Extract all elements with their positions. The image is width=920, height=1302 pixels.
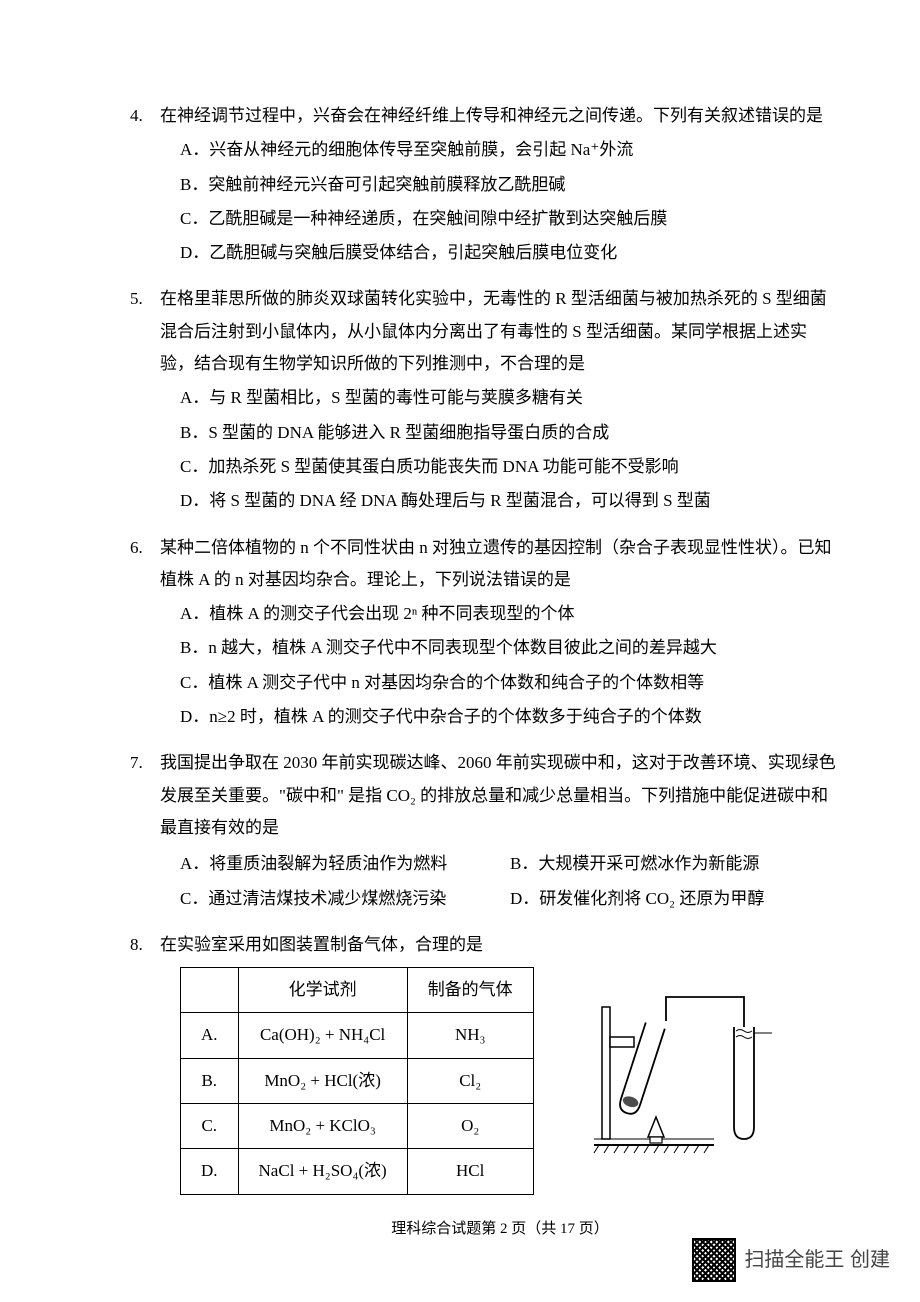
question-7: 7. 我国提出争取在 2030 年前实现碳达峰、2060 年前实现碳中和，这对于… bbox=[160, 747, 840, 914]
table-cell: NaCl + H₂SO₄(浓) bbox=[238, 1149, 407, 1194]
question-6: 6. 某种二倍体植物的 n 个不同性状由 n 对独立遗传的基因控制（杂合子表现显… bbox=[160, 532, 840, 734]
q7-stem: 我国提出争取在 2030 年前实现碳达峰、2060 年前实现碳中和，这对于改善环… bbox=[160, 747, 840, 844]
q7-option-c: C．通过清洁煤技术减少煤燃烧污染 bbox=[180, 883, 510, 915]
table-cell: Cl₂ bbox=[407, 1058, 533, 1103]
q4-option-d: D．乙酰胆碱与突触后膜受体结合，引起突触后膜电位变化 bbox=[180, 237, 840, 269]
q5-stem: 在格里菲思所做的肺炎双球菌转化实验中，无毒性的 R 型活细菌与被加热杀死的 S … bbox=[160, 283, 840, 380]
q6-option-b: B．n 越大，植株 A 测交子代中不同表现型个体数目彼此之间的差异越大 bbox=[180, 632, 840, 664]
table-cell: HCl bbox=[407, 1149, 533, 1194]
table-row: A. Ca(OH)₂ + NH₄Cl NH₃ bbox=[181, 1013, 534, 1058]
q4-option-c: C．乙酰胆碱是一种神经递质，在突触间隙中经扩散到达突触后膜 bbox=[180, 203, 840, 235]
q6-number: 6. bbox=[130, 532, 143, 564]
q5-option-d: D．将 S 型菌的 DNA 经 DNA 酶处理后与 R 型菌混合，可以得到 S … bbox=[180, 485, 840, 517]
table-cell: B. bbox=[181, 1058, 239, 1103]
table-cell: NH₃ bbox=[407, 1013, 533, 1058]
q4-option-b: B．突触前神经元兴奋可引起突触前膜释放乙酰胆碱 bbox=[180, 169, 840, 201]
table-header bbox=[181, 968, 239, 1013]
table-cell: MnO₂ + HCl(浓) bbox=[238, 1058, 407, 1103]
q5-number: 5. bbox=[130, 283, 143, 315]
q4-stem: 在神经调节过程中，兴奋会在神经纤维上传导和神经元之间传递。下列有关叙述错误的是 bbox=[160, 100, 840, 132]
table-row: C. MnO₂ + KClO₃ O₂ bbox=[181, 1104, 534, 1149]
q6-option-d: D．n≥2 时，植株 A 的测交子代中杂合子的个体数多于纯合子的个体数 bbox=[180, 701, 840, 733]
q7-option-b: B．大规模开采可燃冰作为新能源 bbox=[510, 848, 840, 880]
table-cell: A. bbox=[181, 1013, 239, 1058]
q6-option-a: A．植株 A 的测交子代会出现 2ⁿ 种不同表现型的个体 bbox=[180, 598, 840, 630]
table-cell: Ca(OH)₂ + NH₄Cl bbox=[238, 1013, 407, 1058]
scanner-watermark: 扫描全能王 创建 bbox=[692, 1238, 890, 1282]
table-cell: C. bbox=[181, 1104, 239, 1149]
q7-options: A．将重质油裂解为轻质油作为燃料 B．大规模开采可燃冰作为新能源 C．通过清洁煤… bbox=[180, 846, 840, 915]
q8-stem: 在实验室采用如图装置制备气体，合理的是 bbox=[160, 929, 840, 961]
watermark-text: 扫描全能王 创建 bbox=[744, 1241, 890, 1279]
q7-number: 7. bbox=[130, 747, 143, 779]
q7-option-d: D．研发催化剂将 CO₂ 还原为甲醇 bbox=[510, 883, 840, 915]
q8-number: 8. bbox=[130, 929, 143, 961]
q5-option-c: C．加热杀死 S 型菌使其蛋白质功能丧失而 DNA 功能可能不受影响 bbox=[180, 451, 840, 483]
q8-table: 化学试剂 制备的气体 A. Ca(OH)₂ + NH₄Cl NH₃ B. MnO… bbox=[180, 967, 534, 1194]
q5-option-b: B．S 型菌的 DNA 能够进入 R 型菌细胞指导蛋白质的合成 bbox=[180, 417, 840, 449]
question-5: 5. 在格里菲思所做的肺炎双球菌转化实验中，无毒性的 R 型活细菌与被加热杀死的… bbox=[160, 283, 840, 517]
q4-number: 4. bbox=[130, 100, 143, 132]
qr-icon bbox=[692, 1238, 736, 1282]
table-cell: D. bbox=[181, 1149, 239, 1194]
q4-option-a: A．兴奋从神经元的细胞体传导至突触前膜，会引起 Na⁺外流 bbox=[180, 134, 840, 166]
q5-option-a: A．与 R 型菌相比，S 型菌的毒性可能与荚膜多糖有关 bbox=[180, 382, 840, 414]
table-row: 化学试剂 制备的气体 bbox=[181, 968, 534, 1013]
q6-stem: 某种二倍体植物的 n 个不同性状由 n 对独立遗传的基因控制（杂合子表现显性性状… bbox=[160, 532, 840, 597]
table-cell: MnO₂ + KClO₃ bbox=[238, 1104, 407, 1149]
table-header: 化学试剂 bbox=[238, 968, 407, 1013]
q7-option-a: A．将重质油裂解为轻质油作为燃料 bbox=[180, 848, 510, 880]
table-row: D. NaCl + H₂SO₄(浓) HCl bbox=[181, 1149, 534, 1194]
table-header: 制备的气体 bbox=[407, 968, 533, 1013]
table-row: B. MnO₂ + HCl(浓) Cl₂ bbox=[181, 1058, 534, 1103]
table-cell: O₂ bbox=[407, 1104, 533, 1149]
question-4: 4. 在神经调节过程中，兴奋会在神经纤维上传导和神经元之间传递。下列有关叙述错误… bbox=[160, 100, 840, 269]
q6-option-c: C．植株 A 测交子代中 n 对基因均杂合的个体数和纯合子的个体数相等 bbox=[180, 667, 840, 699]
question-8: 8. 在实验室采用如图装置制备气体，合理的是 化学试剂 制备的气体 A. Ca(… bbox=[160, 929, 840, 1195]
apparatus-diagram: 棉花 bbox=[584, 967, 828, 1194]
